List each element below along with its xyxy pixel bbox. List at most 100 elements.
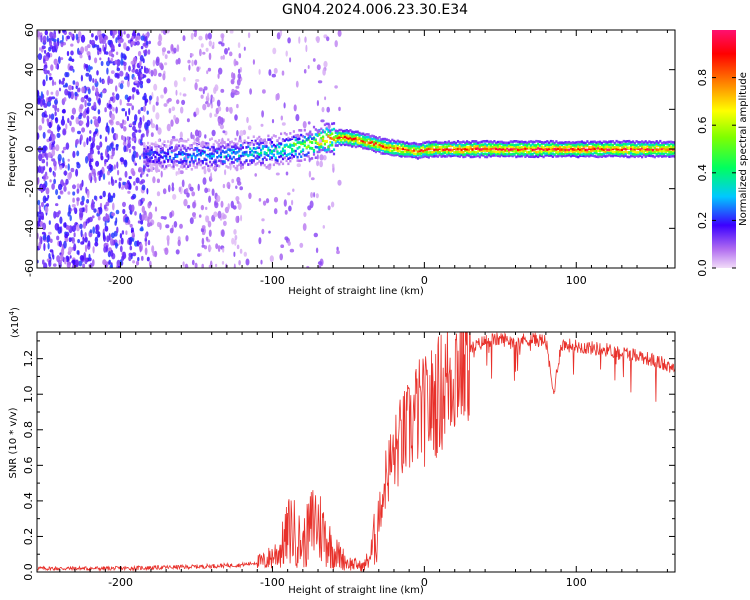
spectrogram-ridge-cell [429,150,432,154]
spectrogram-ridge-cell [624,152,627,155]
spectrogram-ridge-cell [600,143,604,146]
spectrogram-noise-cell [111,212,116,217]
spectrogram-ridge-cell [462,150,465,154]
spectrogram-noise-cell [42,234,47,241]
spectrogram-noise-cell [203,168,207,175]
spectrogram-ridge-cell [486,147,489,151]
spectrogram-ridge-cell [241,146,244,149]
spectrogram-ridge-cell [150,142,153,146]
spectrogram-ridge-cell [586,143,589,147]
spectrogram-ridge-cell [314,145,317,149]
spectrogram-ridge-cell [504,154,507,158]
spectrogram-ridge-cell [666,142,669,146]
spectrogram-ridge-cell [580,143,583,146]
spectrogram-noise-cell [200,204,205,211]
spectrogram-ridge-cell [281,157,285,161]
spectrogram-ridge-cell [243,139,246,143]
spectrogram-ridge-cell [360,137,363,141]
spectrogram-ridge-cell [263,145,266,148]
spectrogram-ridge-cell [210,163,213,166]
spectrogram-ridge-cell [480,151,483,155]
spectrogram-ridge-cell [549,143,552,147]
spectrogram-noise-cell [231,72,234,79]
spectrogram-ridge-cell [435,152,438,155]
spectrogram-ridge-cell [531,155,534,158]
spectrogram-noise-cell [56,63,59,70]
spectrogram-noise-cell [317,261,323,266]
spectrogram-ridge-cell [196,162,199,166]
spectrogram-ridge-cell [407,144,410,148]
spectrogram-noise-cell [77,239,80,244]
spectrogram-ridge-cell [442,145,445,148]
spectrogram-ridge-cell [232,161,235,164]
spectrogram-noise-cell [291,199,294,206]
spectrogram-noise-cell [195,107,200,116]
spectrogram-noise-cell [57,37,60,42]
spectrogram-ridge-cell [595,144,598,147]
spectrogram-noise-cell [173,47,177,54]
spectrogram-ridge-cell [183,157,186,160]
spectrogram-ridge-cell [298,141,301,144]
spectrogram-ridge-cell [389,149,392,152]
spectrogram-noise-cell [207,67,212,72]
spectrogram-ridge-cell [584,148,587,152]
spectrogram-noise-cell [61,150,65,154]
spectrogram-noise-cell [44,152,47,158]
spectrogram-ridge-cell [163,167,166,171]
spectrogram-ridge-cell [573,144,576,147]
spectrogram-ridge-cell [256,162,259,165]
spectrogram-noise-cell [168,107,172,114]
spectrogram-noise-cell [189,53,194,57]
spectrogram-noise-cell [118,181,121,189]
spectrogram-ridge-cell [528,140,531,144]
spectrogram-noise-cell [260,259,263,265]
spectrogram-noise-cell [227,203,230,210]
spectrogram-ridge-cell [551,145,554,148]
spectrogram-noise-cell [76,150,80,157]
spectrogram-noise-cell [213,87,217,94]
spectrogram-noise-cell [238,68,241,74]
spectrogram-noise-cell [113,30,118,35]
spectrogram-ridge-cell [666,140,669,144]
spectrogram-ridge-cell [170,139,173,142]
spectrogram-ridge-cell [194,166,197,169]
spectrogram-noise-cell [85,186,88,194]
colorbar-tick-label: 0.2 [696,212,709,230]
spectrogram-ridge-cell [254,156,257,160]
spectrogram-ridge-cell [449,141,452,145]
spectrogram-noise-cell [192,212,196,217]
spectrogram-noise-cell [115,106,118,114]
spectrogram-ridge-cell [358,131,361,135]
spectrogram-ridge-cell [239,144,243,147]
spectrogram-ridge-cell [296,159,299,162]
spectrogram-ridge-cell [245,159,248,162]
spectrogram-noise-cell [91,33,94,38]
spectrogram-ridge-cell [622,147,625,150]
spectrogram-ridge-cell [292,135,295,139]
spectrogram-noise-cell [63,240,67,249]
spectrogram-noise-cell [130,253,133,260]
spectrogram-ridge-cell [402,152,405,156]
spectrogram-ridge-cell [309,135,312,138]
spectrogram-ridge-cell [147,146,150,149]
spectrogram-noise-cell [88,172,92,181]
spectrogram-ridge-cell [178,168,181,171]
spectrogram-ridge-cell [500,142,503,146]
spectrogram-noise-cell [48,46,52,52]
spectrogram-ridge-cell [624,143,627,146]
spectrogram-ridge-cell [165,144,168,148]
spectrogram-ridge-cell [475,145,478,148]
spectrogram-ridge-cell [467,150,470,153]
spectrogram-noise-cell [89,130,92,134]
spectrogram-ridge-cell [484,155,487,159]
spectrogram-ridge-cell [588,145,591,149]
spectrogram-ridge-cell [239,167,243,170]
spectrogram-noise-cell [209,246,212,251]
spectrogram-noise-cell [49,31,54,39]
spectrogram-ridge-cell [209,138,212,141]
spectrogram-noise-cell [38,204,41,211]
spectrogram-noise-cell [233,251,236,257]
spectrogram-ridge-cell [520,154,523,158]
spectrogram-ridge-cell [482,145,485,149]
